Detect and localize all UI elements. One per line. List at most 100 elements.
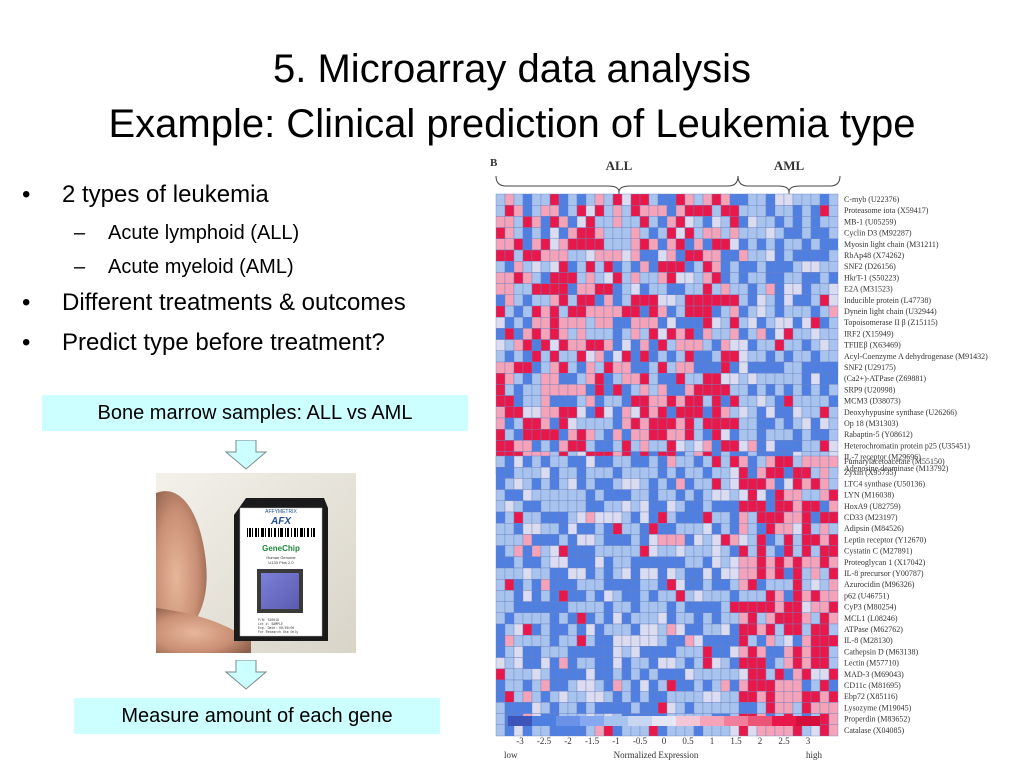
heatmap-cell	[684, 339, 695, 352]
heatmap-cell	[729, 283, 740, 296]
heatmap-cell	[531, 305, 542, 318]
heatmap-cell	[792, 429, 803, 441]
heatmap-cell	[558, 260, 569, 273]
heatmap-cell	[594, 724, 605, 737]
heatmap-cell	[819, 216, 830, 228]
heatmap-cell	[747, 579, 758, 591]
heatmap-cell	[783, 724, 794, 737]
heatmap-cell	[792, 646, 803, 658]
heatmap-cell	[639, 339, 650, 352]
heatmap-cell	[495, 500, 506, 513]
heatmap-cell	[558, 478, 569, 490]
heatmap-cell	[783, 612, 794, 625]
heatmap-cell	[540, 657, 551, 670]
heatmap-cell	[495, 227, 506, 239]
heatmap-cell	[693, 567, 704, 580]
heatmap-cell	[621, 601, 632, 614]
heatmap-cell	[576, 205, 587, 217]
heatmap-cell	[738, 601, 749, 614]
heatmap-cell	[702, 316, 713, 329]
heatmap-cell	[747, 260, 758, 273]
heatmap-cell	[693, 635, 704, 647]
heatmap-cell	[684, 646, 695, 658]
heatmap-cell	[810, 272, 821, 284]
heatmap-cell	[612, 500, 623, 513]
scale-tick-label: -1.5	[585, 736, 600, 746]
heatmap-cell	[747, 523, 758, 535]
heatmap-cell	[783, 601, 794, 614]
heatmap-cell	[576, 590, 587, 602]
heatmap-cell	[531, 417, 542, 430]
heatmap-cell	[711, 350, 722, 363]
heatmap-cell	[522, 455, 533, 468]
heatmap-cell	[684, 724, 695, 737]
heatmap-cell	[648, 612, 659, 625]
heatmap-cell	[711, 467, 722, 479]
heatmap-cell	[513, 691, 524, 703]
heatmap-cell	[576, 395, 587, 408]
heatmap-cell	[567, 406, 578, 419]
heatmap-cell	[702, 691, 713, 703]
heatmap-cell	[594, 702, 605, 714]
heatmap-cell	[513, 500, 524, 513]
heatmap-cell	[585, 361, 596, 374]
heatmap-cell	[540, 579, 551, 591]
heatmap-cell	[720, 216, 731, 228]
heatmap-cell	[603, 523, 614, 535]
heatmap-cell	[549, 440, 560, 452]
heatmap-cell	[729, 668, 740, 681]
heatmap-cell	[585, 523, 596, 535]
heatmap-cell	[729, 294, 740, 307]
heatmap-cell	[828, 283, 839, 296]
scale-tick-label: -2	[564, 736, 572, 746]
heatmap-cell	[738, 500, 749, 513]
heatmap-cell	[504, 350, 515, 363]
heatmap-cell	[774, 417, 785, 430]
heatmap-cell	[621, 567, 632, 580]
heatmap-cell	[657, 623, 668, 636]
heatmap-cell	[693, 668, 704, 681]
heatmap-cell	[720, 350, 731, 363]
heatmap-cell	[801, 361, 812, 374]
gene-label: Adipsin (M84526)	[844, 524, 904, 533]
heatmap-cell	[639, 305, 650, 318]
heatmap-cell	[531, 523, 542, 535]
heatmap-cell	[540, 193, 551, 206]
heatmap-cell	[630, 361, 641, 374]
heatmap-cell	[783, 227, 794, 239]
heatmap-cell	[612, 395, 623, 408]
gene-label: Heterochromatin protein p25 (U35451)	[844, 441, 970, 450]
heatmap-cell	[729, 361, 740, 374]
heatmap-cell	[531, 567, 542, 580]
heatmap-cell	[792, 523, 803, 535]
heatmap-cell	[765, 272, 776, 284]
heatmap-cell	[810, 623, 821, 636]
heatmap-cell	[828, 395, 839, 408]
heatmap-cell	[720, 395, 731, 408]
heatmap-cell	[738, 384, 749, 396]
sub-bullet-text: Acute myeloid (AML)	[108, 256, 294, 278]
heatmap-cell	[801, 567, 812, 580]
heatmap-cell	[774, 612, 785, 625]
heatmap-cell	[549, 601, 560, 614]
heatmap-cell	[648, 523, 659, 535]
heatmap-cell	[693, 455, 704, 468]
heatmap-cell	[549, 429, 560, 441]
heatmap-cell	[819, 724, 830, 737]
panel-label: B	[490, 157, 498, 169]
heatmap-cell	[756, 294, 767, 307]
heatmap-cell	[675, 272, 686, 284]
heatmap-cell	[828, 691, 839, 703]
heatmap-cell	[531, 350, 542, 363]
heatmap-cell	[612, 272, 623, 284]
heatmap-cell	[603, 635, 614, 647]
heatmap-cell	[765, 440, 776, 452]
heatmap-cell	[531, 227, 542, 239]
heatmap-cell	[495, 478, 506, 490]
heatmap-cell	[522, 249, 533, 262]
heatmap-cell	[693, 590, 704, 602]
heatmap-cell	[738, 646, 749, 658]
gene-label: Catalase (X04085)	[844, 726, 905, 735]
heatmap-cell	[513, 283, 524, 296]
heatmap-cell	[558, 227, 569, 239]
